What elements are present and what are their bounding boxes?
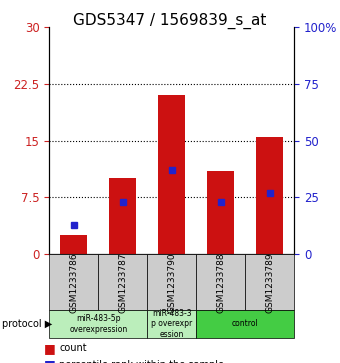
Text: GSM1233786: GSM1233786: [69, 252, 78, 313]
Text: protocol ▶: protocol ▶: [2, 319, 52, 329]
Text: miR-483-5p
overexpression: miR-483-5p overexpression: [69, 314, 128, 334]
Text: GSM1233789: GSM1233789: [265, 252, 274, 313]
Text: percentile rank within the sample: percentile rank within the sample: [59, 360, 224, 363]
Bar: [158, 95, 185, 254]
Text: GSM1233787: GSM1233787: [118, 252, 127, 313]
Text: ■: ■: [44, 358, 56, 363]
Text: control: control: [232, 319, 258, 329]
Bar: [60, 235, 87, 254]
Text: GSM1233788: GSM1233788: [216, 252, 225, 313]
Text: GDS5347 / 1569839_s_at: GDS5347 / 1569839_s_at: [73, 13, 267, 29]
Bar: [256, 137, 283, 254]
Bar: [109, 179, 136, 254]
Text: GSM1233790: GSM1233790: [167, 252, 176, 313]
Text: ■: ■: [44, 342, 56, 355]
Bar: [207, 171, 234, 254]
Text: miR-483-3
p overexpr
ession: miR-483-3 p overexpr ession: [151, 309, 192, 339]
Text: count: count: [59, 343, 87, 354]
